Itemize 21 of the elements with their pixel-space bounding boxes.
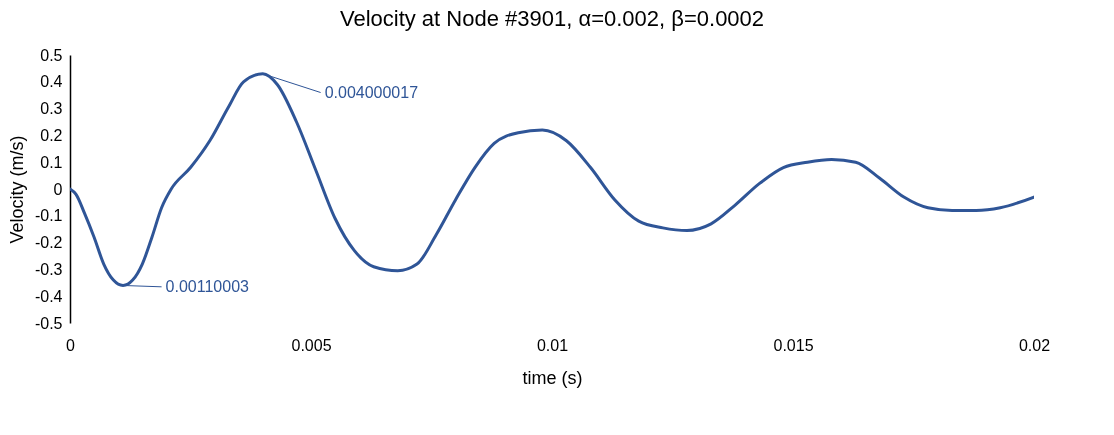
chart-title: Velocity at Node #3901, α=0.002, β=0.0002 xyxy=(339,6,765,31)
y-tick-label: 0.3 xyxy=(40,100,63,118)
x-tick-label: 0.005 xyxy=(291,336,332,354)
x-tick-label: 0.02 xyxy=(1018,336,1051,354)
y-tick-label: -0.5 xyxy=(34,314,63,332)
annotation: 0.004000017 xyxy=(324,83,419,101)
annotation: 0.00110003 xyxy=(165,277,250,295)
y-tick-label: 0.2 xyxy=(40,126,63,144)
y-tick-label: 0.1 xyxy=(40,153,63,171)
y-tick-label: 0.5 xyxy=(40,46,63,64)
y-tick-label: -0.4 xyxy=(34,287,63,305)
y-tick-label: -0.3 xyxy=(34,260,63,278)
y-tick-label: 0.4 xyxy=(40,73,63,91)
x-tick-label: 0.01 xyxy=(536,336,569,354)
x-tick-label: 0 xyxy=(66,336,76,354)
x-axis-title: time (s) xyxy=(522,367,583,388)
y-axis-title: Velocity (m/s) xyxy=(6,135,27,244)
y-tick-label: 0 xyxy=(53,180,63,198)
y-tick-label: -0.2 xyxy=(34,234,63,252)
x-tick-label: 0.015 xyxy=(773,336,814,354)
y-tick-label: -0.1 xyxy=(34,207,63,225)
